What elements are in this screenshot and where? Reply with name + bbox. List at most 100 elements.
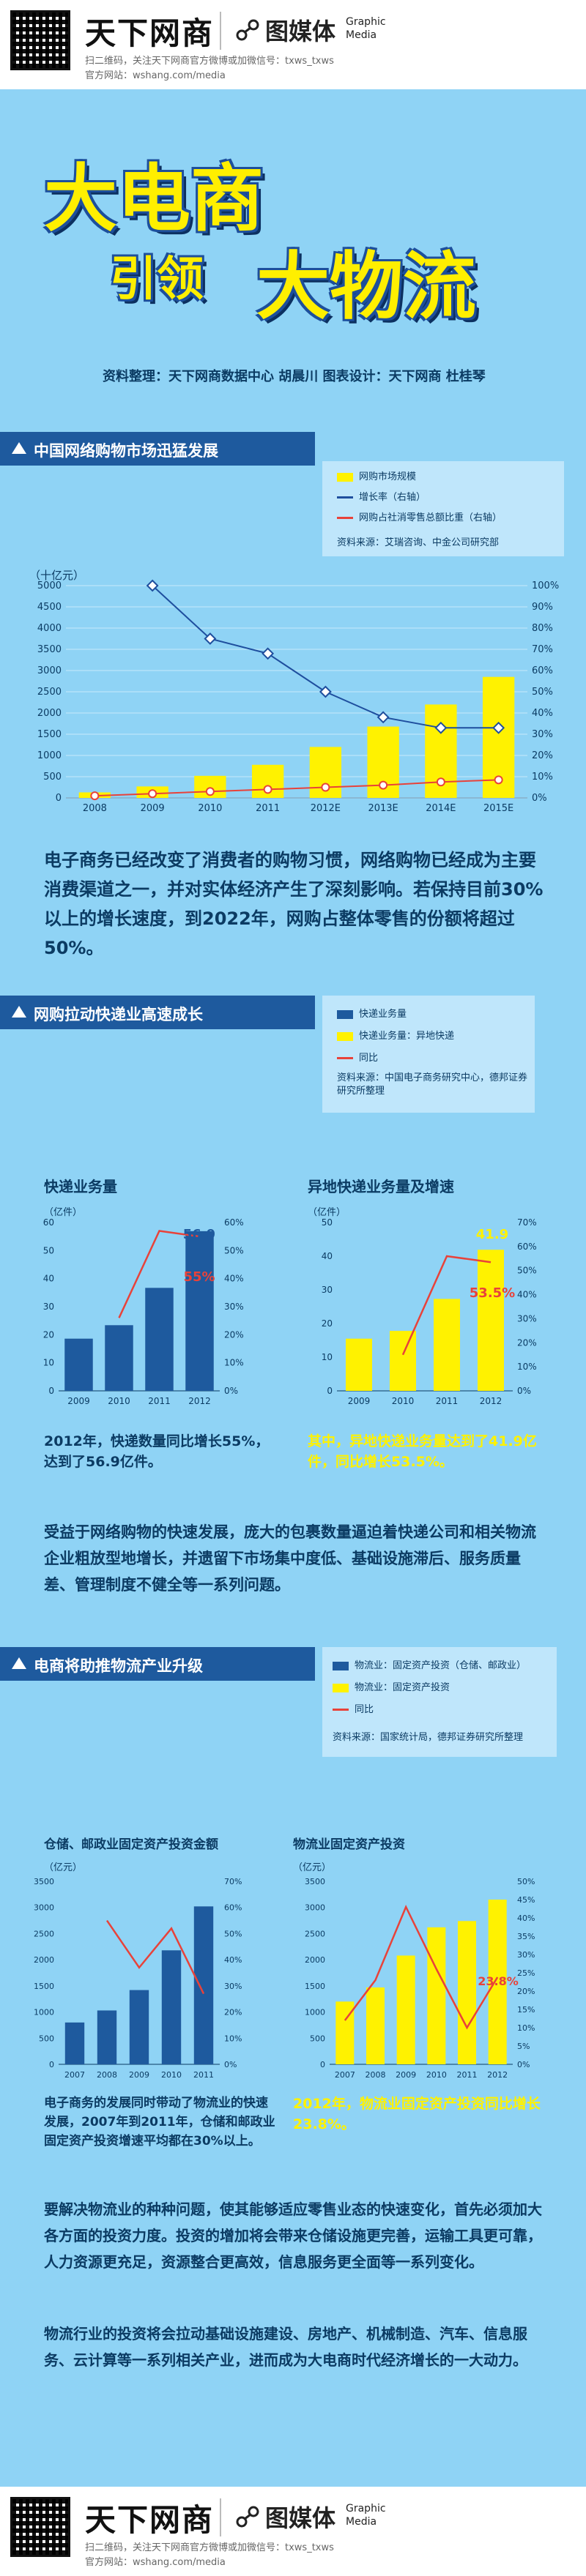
scan-text: 扫二维码，关注天下网商官方微博或加微信号：txws_txws bbox=[85, 2542, 334, 2553]
y-tick-label: 50 bbox=[43, 1245, 54, 1255]
chart-5: 0 500 1000 1500 2000 2500 3000 3500 0% 5% 10% 15% 20… bbox=[305, 1877, 535, 2080]
y2-tick-label: 0% bbox=[224, 2060, 237, 2069]
y-tick-label: 0 bbox=[49, 2060, 54, 2069]
bar bbox=[396, 1955, 415, 2064]
y2-tick-label: 70% bbox=[224, 1877, 242, 1886]
data-point bbox=[321, 783, 330, 792]
y-tick-label: 2500 bbox=[37, 687, 62, 698]
line-swatch-icon bbox=[337, 517, 353, 519]
data-label: 41.9 bbox=[476, 1227, 508, 1242]
y2-tick-label: 0% bbox=[517, 1386, 531, 1396]
chart-3: 0 10 20 30 40 50 0% 10% 20% 30% 40% 50% 60% 70% 2009 20… bbox=[322, 1217, 537, 1406]
x-tick-label: 2010 bbox=[161, 2070, 182, 2080]
y-tick-label: 30 bbox=[322, 1285, 333, 1295]
section-3-paragraph-1: 要解决物流业的种种问题，使其能够适应零售业态的快速变化，首先必须加大各方面的投资… bbox=[44, 2200, 542, 2271]
chart3-caption: 其中，异地快递业务量达到了41.9亿件，同比增长53.5%。 bbox=[308, 1433, 537, 1470]
y2-tick-label: 25% bbox=[517, 1968, 535, 1978]
line-swatch-icon bbox=[337, 1057, 353, 1059]
y-tick-label: 3500 bbox=[305, 1877, 325, 1886]
y2-tick-label: 30% bbox=[517, 1950, 535, 1960]
y2-tick-label: 40% bbox=[224, 1274, 244, 1284]
y-tick-label: 3500 bbox=[34, 1877, 54, 1886]
bar bbox=[64, 1338, 93, 1391]
y2-tick-label: 70% bbox=[532, 644, 553, 655]
data-point bbox=[146, 579, 159, 592]
legend-item: 物流业：固定资产投资（仓储、邮政业） bbox=[333, 1657, 526, 1671]
y-tick-label: 500 bbox=[43, 772, 62, 783]
legend-item: 物流业：固定资产投资 bbox=[333, 1679, 450, 1693]
bar-swatch-icon bbox=[337, 1031, 353, 1041]
section-2-title: 网购拉动快递业高速成长 bbox=[34, 1006, 203, 1023]
media-en-1: Graphic bbox=[346, 2503, 386, 2515]
bar bbox=[458, 1921, 476, 2064]
y-tick-label: 10 bbox=[322, 1352, 333, 1362]
bar bbox=[64, 2022, 85, 2064]
series-line bbox=[94, 779, 499, 797]
y2-tick-label: 0% bbox=[224, 1386, 238, 1396]
brand-logo: 天下网商 bbox=[85, 2502, 215, 2538]
x-tick-label: 2012E bbox=[311, 803, 341, 814]
bar bbox=[193, 1906, 214, 2064]
legend-item: 增长率（右轴） bbox=[337, 489, 426, 503]
qr-code bbox=[10, 2497, 70, 2557]
bar-swatch-icon bbox=[333, 1683, 349, 1692]
y2-tick-label: 35% bbox=[517, 1932, 535, 1941]
data-label: 55% bbox=[183, 1269, 215, 1285]
y2-tick-label: 10% bbox=[532, 772, 553, 783]
y-tick-label: 2000 bbox=[305, 1955, 325, 1965]
y-tick-label: 40 bbox=[322, 1251, 333, 1261]
x-tick-label: 2007 bbox=[64, 2070, 85, 2080]
y2-tick-label: 20% bbox=[224, 1329, 244, 1340]
bar-swatch-icon bbox=[337, 472, 353, 482]
y-tick-label: 30 bbox=[43, 1302, 54, 1312]
y2-tick-label: 40% bbox=[224, 1955, 242, 1965]
y2-tick-label: 50% bbox=[517, 1877, 535, 1886]
y2-tick-label: 10% bbox=[517, 2023, 535, 2033]
x-tick-label: 2009 bbox=[129, 2070, 149, 2080]
x-tick-label: 2010 bbox=[392, 1396, 415, 1406]
media-title: 图媒体 bbox=[265, 18, 336, 45]
website-text: 官方网站：wshang.com/media bbox=[85, 2557, 226, 2568]
line-swatch-icon bbox=[337, 496, 353, 499]
chart3-title: 异地快递业务量及增速 bbox=[308, 1178, 454, 1195]
bar bbox=[97, 2010, 117, 2064]
y-tick-label: 2500 bbox=[305, 1929, 325, 1938]
y2-tick-label: 30% bbox=[532, 729, 553, 740]
data-point bbox=[436, 777, 445, 787]
x-tick-label: 2011 bbox=[256, 803, 280, 814]
y-tick-label: 0 bbox=[48, 1386, 54, 1396]
x-tick-label: 2008 bbox=[97, 2070, 117, 2080]
y-tick-label: 3000 bbox=[305, 1903, 325, 1913]
title-line2b: 大物流 bbox=[256, 244, 476, 329]
y2-tick-label: 100% bbox=[532, 580, 559, 591]
y-tick-label: 40 bbox=[43, 1274, 54, 1284]
chart1-unit: （十亿元） bbox=[29, 569, 85, 582]
series-line bbox=[401, 1255, 492, 1356]
bar bbox=[390, 1331, 416, 1391]
bar-swatch-icon bbox=[337, 1009, 353, 1019]
y2-tick-label: 20% bbox=[532, 750, 553, 761]
y2-tick-label: 60% bbox=[224, 1903, 242, 1913]
media-en-1: Graphic bbox=[346, 16, 386, 28]
y2-tick-label: 10% bbox=[224, 1358, 244, 1368]
y2-tick-label: 50% bbox=[517, 1266, 537, 1276]
y2-tick-label: 0% bbox=[517, 2060, 530, 2069]
x-tick-label: 2012 bbox=[188, 1396, 211, 1406]
data-point bbox=[434, 721, 448, 734]
y2-tick-label: 50% bbox=[532, 687, 553, 698]
y2-tick-label: 40% bbox=[532, 708, 553, 719]
media-logo-icon bbox=[236, 19, 259, 41]
x-tick-label: 2012 bbox=[487, 2070, 508, 2080]
y-tick-label: 4500 bbox=[37, 602, 62, 613]
bar-swatch-icon bbox=[333, 1661, 349, 1670]
y2-tick-label: 60% bbox=[532, 665, 553, 676]
y2-tick-label: 40% bbox=[517, 1290, 537, 1300]
y-tick-label: 20 bbox=[43, 1329, 54, 1340]
y2-tick-label: 10% bbox=[224, 2034, 242, 2043]
y2-tick-label: 50% bbox=[224, 1245, 244, 1255]
bar bbox=[488, 1900, 507, 2064]
chart4-unit: （亿元） bbox=[44, 1862, 83, 1873]
y-tick-label: 3000 bbox=[37, 665, 62, 676]
scan-text: 扫二维码，关注天下网商官方微博或加微信号：txws_txws bbox=[85, 56, 334, 67]
data-label: 53.5% bbox=[470, 1285, 515, 1301]
